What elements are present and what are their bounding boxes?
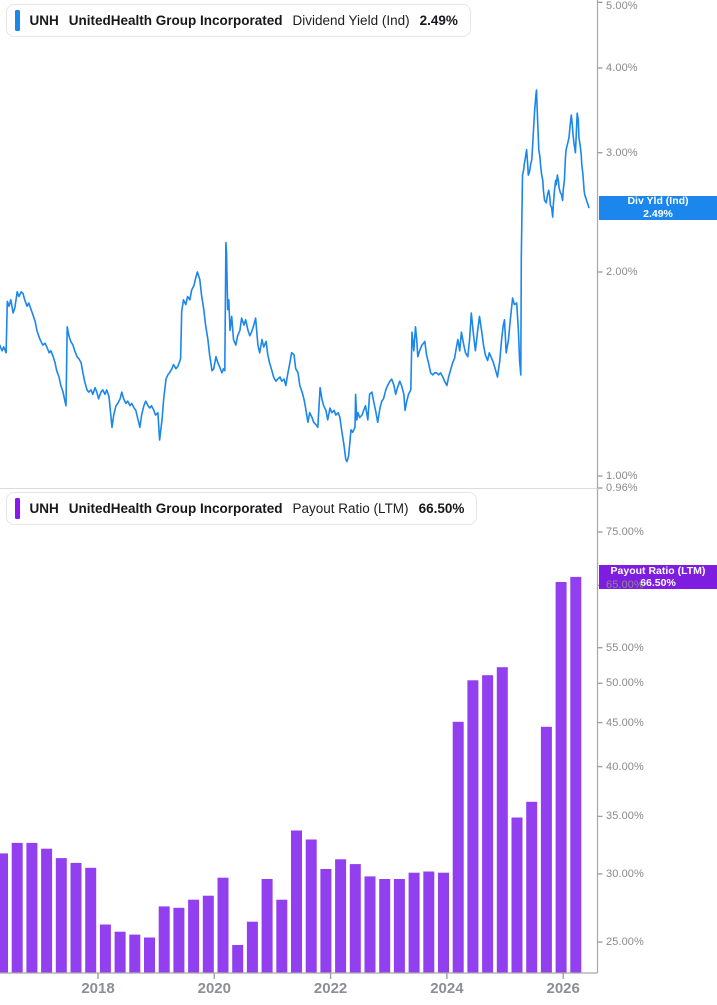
payout-axis-label-55: 55.00%: [606, 641, 644, 654]
ticker-symbol: UNH: [29, 501, 59, 516]
bar-2021-Q4[interactable]: [320, 869, 332, 973]
company-name: UnitedHealth Group Incorporated: [68, 13, 283, 28]
bar-2018-Q1[interactable]: [99, 924, 111, 974]
dividend-yield-value-badge: Div Yld (Ind) 2.49%: [599, 195, 717, 220]
bar-2026-Q1[interactable]: [570, 576, 582, 973]
payout-ratio-header: UNH UnitedHealth Group Incorporated Payo…: [6, 492, 478, 525]
x-axis-label-2026: 2026: [546, 980, 580, 997]
yield-axis-label-2: 2.00%: [606, 266, 638, 278]
x-axis-label-2022: 2022: [313, 980, 348, 997]
bar-2023-Q1[interactable]: [393, 879, 405, 973]
bar-2020-Q1[interactable]: [217, 877, 229, 973]
purple-accent-bar-icon: [15, 498, 20, 519]
x-axis-label-2018: 2018: [81, 980, 115, 997]
metric-name: Dividend Yield (Ind): [292, 13, 410, 28]
badge-value: 66.50%: [640, 576, 676, 589]
x-axis-label-2024: 2024: [430, 980, 464, 997]
bar-2021-Q3[interactable]: [305, 839, 317, 974]
badge-label: Payout Ratio (LTM): [610, 564, 706, 577]
yield-axis-label-5: 5.00%: [606, 0, 638, 12]
bar-2025-Q2[interactable]: [526, 801, 538, 973]
bar-2017-Q2[interactable]: [55, 858, 67, 973]
bar-2025-Q1[interactable]: [511, 817, 523, 974]
bar-2021-Q2[interactable]: [291, 830, 302, 974]
payout-axis-label-40: 40.00%: [606, 760, 644, 773]
bar-2023-Q3[interactable]: [423, 871, 435, 974]
bar-2025-Q4[interactable]: [555, 582, 567, 973]
bar-2024-Q4[interactable]: [496, 667, 508, 973]
bar-2016-Q3[interactable]: [11, 842, 23, 973]
company-name: UnitedHealth Group Incorporated: [68, 501, 283, 516]
payout-axis-label-30: 30.00%: [606, 867, 644, 880]
badge-label: Div Yld (Ind): [627, 195, 689, 208]
bar-2024-Q2[interactable]: [467, 680, 479, 973]
payout-ratio-value-badge: Payout Ratio (LTM) 66.50%: [599, 565, 717, 589]
bar-2021-Q1[interactable]: [276, 899, 288, 973]
dividend-yield-plot-area[interactable]: [0, 0, 597, 488]
yield-axis-label-0.96: 0.96%: [606, 482, 638, 494]
payout-axis-label-25: 25.00%: [606, 936, 644, 948]
metric-value: 2.49%: [419, 13, 458, 28]
bar-2020-Q2[interactable]: [232, 945, 244, 973]
metric-name: Payout Ratio (LTM): [292, 501, 409, 516]
bar-2016-Q2[interactable]: [0, 853, 8, 973]
payout-axis-label-45: 45.00%: [606, 716, 644, 729]
badge-value: 2.49%: [643, 207, 673, 220]
bar-2019-Q2[interactable]: [173, 907, 185, 973]
bar-2018-Q3[interactable]: [129, 934, 141, 973]
bar-2020-Q3[interactable]: [246, 921, 258, 973]
bar-2023-Q4[interactable]: [438, 872, 449, 973]
payout-axis-label-50: 50.00%: [606, 677, 644, 690]
bar-2017-Q1[interactable]: [41, 848, 53, 973]
bar-2019-Q1[interactable]: [158, 906, 170, 973]
bar-2024-Q1[interactable]: [452, 721, 464, 973]
bar-2019-Q4[interactable]: [202, 895, 214, 973]
blue-accent-bar-icon: [15, 10, 20, 31]
yield-axis-label-4: 4.00%: [606, 62, 638, 74]
bar-2017-Q3[interactable]: [70, 862, 82, 973]
payout-axis-label-35: 35.00%: [606, 810, 644, 823]
bar-2022-Q4[interactable]: [379, 879, 391, 973]
bar-2024-Q3[interactable]: [482, 675, 494, 973]
ticker-symbol: UNH: [29, 13, 59, 28]
bar-2019-Q3[interactable]: [188, 899, 200, 973]
yield-axis-label-1: 1.00%: [606, 470, 638, 482]
bar-2022-Q1[interactable]: [335, 859, 347, 973]
bar-2018-Q2[interactable]: [114, 931, 126, 973]
bar-2018-Q4[interactable]: [144, 937, 155, 974]
bar-2025-Q3[interactable]: [540, 726, 552, 973]
dividend-yield-line[interactable]: [0, 89, 590, 463]
metric-value: 66.50%: [418, 501, 465, 516]
payout-axis-label-75: 75.00%: [606, 526, 644, 538]
x-axis-label-2020: 2020: [197, 980, 231, 997]
bar-2016-Q4[interactable]: [26, 842, 38, 973]
bar-2022-Q3[interactable]: [364, 876, 376, 973]
payout-axis-label-65: 65.00%: [606, 579, 644, 592]
bar-2022-Q2[interactable]: [349, 864, 361, 973]
bar-2020-Q4[interactable]: [261, 879, 273, 973]
bar-2023-Q2[interactable]: [408, 872, 420, 973]
yield-axis-label-3: 3.00%: [606, 146, 638, 159]
bar-2017-Q4[interactable]: [85, 867, 97, 973]
dividend-yield-header: UNH UnitedHealth Group Incorporated Divi…: [6, 4, 471, 37]
